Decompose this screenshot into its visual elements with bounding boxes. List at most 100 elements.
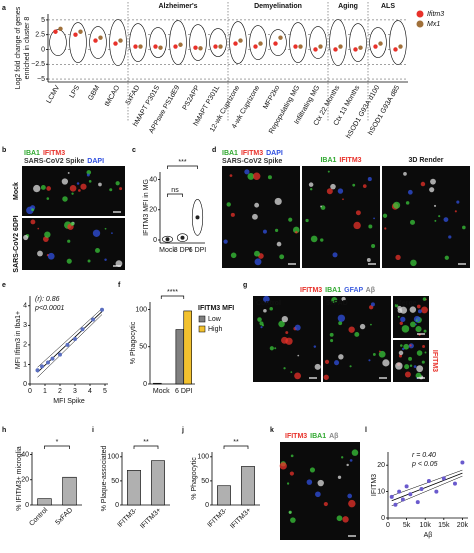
channel-line: IBA1 IFITM3 DAPI — [222, 150, 283, 157]
y-axis-label: % IFITM3+ microglia — [16, 446, 23, 510]
cell-signal — [254, 250, 260, 257]
significance-label: * — [56, 439, 59, 446]
y-tick-label: 50 — [201, 478, 209, 485]
cell-signal — [327, 170, 330, 173]
cell-signal — [424, 351, 427, 354]
cell-signal — [359, 323, 366, 330]
bar — [153, 382, 162, 385]
violin — [69, 22, 87, 63]
cell-signal — [88, 180, 92, 183]
data-point — [278, 35, 283, 40]
channel-line: 3D Render — [408, 157, 443, 164]
cell-signal — [290, 371, 293, 373]
cell-signal — [71, 192, 74, 195]
micrograph — [280, 442, 360, 540]
cell-signal — [408, 356, 413, 361]
data-point — [98, 35, 103, 40]
cell-signal — [384, 227, 387, 230]
cell-signal — [61, 178, 68, 185]
data-point — [158, 45, 163, 50]
data-point — [378, 41, 383, 46]
cell-signal — [430, 178, 436, 185]
cell-signal — [281, 315, 288, 323]
cell-signal — [434, 219, 437, 222]
cell-signal — [438, 215, 441, 218]
cell-signal — [67, 239, 71, 243]
cell-signal — [372, 353, 376, 356]
group-label: Demyelination — [254, 3, 302, 10]
significance-bracket — [167, 165, 198, 169]
cell-signal — [279, 254, 285, 260]
panel-letter: d — [212, 147, 216, 154]
cell-signal — [254, 202, 260, 208]
cell-signal — [433, 204, 437, 207]
cell-signal — [422, 297, 427, 301]
cell-signal — [314, 363, 321, 370]
data-point — [408, 492, 413, 497]
bar — [183, 310, 192, 385]
x-tick-label: 6 DPI — [189, 247, 207, 254]
cell-signal — [393, 201, 401, 209]
channel-label: IFITM3 — [300, 287, 322, 294]
cell-signal — [349, 459, 353, 462]
data-point — [78, 29, 83, 34]
data-point — [195, 215, 200, 220]
data-point — [133, 44, 138, 49]
cell-signal — [309, 467, 316, 473]
significance-label: *** — [178, 159, 186, 166]
stat-annotation: p < 0.05 — [411, 461, 438, 468]
x-tick-label: 10k — [420, 522, 432, 529]
legend-swatch — [416, 10, 424, 18]
channel-label: Aβ — [366, 287, 376, 294]
violin — [329, 19, 347, 66]
cell-signal — [115, 260, 123, 268]
cell-signal — [379, 350, 381, 353]
micrograph — [222, 166, 300, 268]
panel-letter: g — [243, 282, 247, 289]
data-point — [404, 484, 409, 489]
cell-signal — [288, 217, 293, 222]
x-tick-label: 20k — [457, 522, 469, 529]
channel-label: IBA1 — [24, 150, 40, 157]
data-point — [50, 356, 55, 361]
cell-signal — [295, 230, 298, 234]
data-point — [298, 44, 303, 49]
cell-signal — [115, 181, 120, 186]
cell-signal — [263, 308, 267, 313]
legend-label: Low — [208, 316, 222, 323]
cell-signal — [226, 202, 231, 207]
bar — [175, 329, 185, 385]
cell-signal — [37, 250, 43, 257]
violin — [249, 25, 267, 60]
cell-signal — [423, 329, 427, 333]
violin — [49, 29, 67, 56]
cell-signal — [443, 217, 449, 223]
cell-signal — [23, 234, 29, 241]
cell-signal — [342, 198, 344, 201]
cell-signal — [415, 372, 422, 379]
cell-signal — [290, 517, 296, 523]
cell-signal — [223, 239, 228, 244]
y-tick-label: 3 — [23, 322, 27, 329]
cell-signal — [324, 359, 330, 364]
legend-title: IFITM3 MFI — [198, 305, 234, 312]
cell-signal — [288, 510, 292, 514]
cell-signal — [247, 172, 255, 180]
cell-signal — [332, 252, 338, 258]
cell-signal — [416, 304, 421, 309]
cell-signal — [417, 309, 422, 314]
group-label: Aging — [338, 3, 358, 10]
cell-signal — [104, 227, 107, 230]
data-point — [273, 41, 278, 46]
data-point — [40, 364, 44, 369]
data-point — [253, 44, 258, 49]
channel-label: DAPI — [266, 150, 283, 157]
x-tick-label: 2 — [58, 388, 62, 395]
cell-signal — [337, 188, 344, 194]
data-point — [313, 47, 318, 52]
x-tick-label: 0 — [28, 388, 32, 395]
stat-annotation: (r): 0.86 — [35, 296, 60, 303]
cell-signal — [403, 172, 407, 176]
data-point — [398, 44, 403, 49]
